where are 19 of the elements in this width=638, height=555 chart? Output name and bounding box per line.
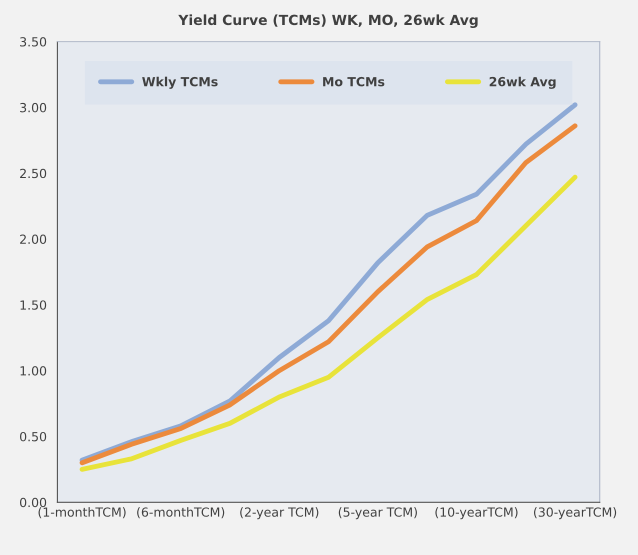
y-tick-label: 1.50 bbox=[20, 300, 46, 310]
x-tick-label: (6-monthTCM) bbox=[137, 507, 224, 518]
y-tick-label: 3.50 bbox=[20, 37, 46, 47]
x-tick-label: (30-yearTCM) bbox=[534, 507, 616, 520]
y-tick-label: 2.00 bbox=[20, 234, 46, 244]
x-tick-label: (5-year TCM) bbox=[338, 507, 417, 520]
y-tick-label: 0.50 bbox=[20, 432, 46, 442]
legend-label: Mo TCMs bbox=[323, 76, 384, 86]
legend-label: 26wk Avg bbox=[490, 76, 556, 89]
legend-label: Wkly TCMs bbox=[142, 76, 218, 89]
y-tick-label: 1.00 bbox=[20, 366, 46, 376]
y-tick-label: 2.50 bbox=[20, 168, 46, 178]
line-series bbox=[80, 174, 578, 472]
y-tick-label: 3.00 bbox=[20, 102, 46, 112]
x-tick-label: (1-monthTCM) bbox=[38, 507, 126, 518]
chart-title: Yield Curve (TCMs) WK, MO, 26wk Avg bbox=[178, 14, 478, 28]
x-tick-label: (2-year TCM) bbox=[240, 507, 318, 520]
y-tick-label: 0.00 bbox=[20, 498, 46, 508]
x-tick-label: (10-yearTCM) bbox=[435, 507, 518, 520]
